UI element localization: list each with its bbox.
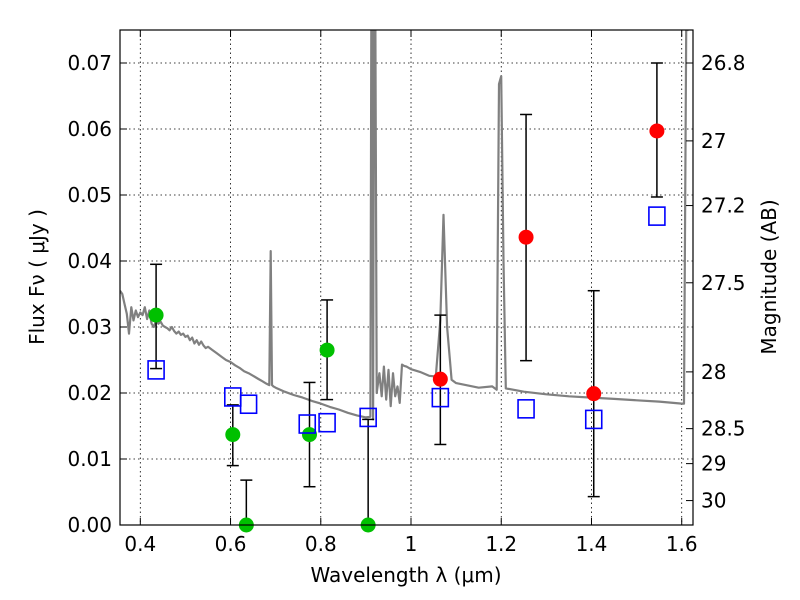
x-tick-label: 1.2: [485, 532, 517, 556]
y-tick-label: 0.07: [67, 51, 112, 75]
optical-flux-point: [225, 427, 241, 443]
model-flux-square: [584, 409, 603, 430]
x-tick-label: 0.4: [124, 532, 156, 556]
model-flux-square: [359, 407, 377, 428]
y-tick-label: 0.03: [67, 315, 112, 339]
y-tick-label: 0.06: [67, 117, 112, 141]
model-spectrum: [120, 30, 689, 421]
y2-tick-label: 29: [701, 452, 726, 476]
y-tick-label: 0.05: [67, 183, 112, 207]
y-tick-label: 0.02: [67, 381, 112, 405]
model-flux-square: [298, 414, 317, 434]
y2-tick-label: 26.8: [701, 51, 746, 75]
x-tick-label: 1: [405, 532, 418, 556]
y-tick-label: 0.04: [67, 249, 112, 273]
y2-tick-label: 27: [701, 129, 726, 153]
y2-tick-label: 27.2: [701, 194, 746, 218]
nir-flux-point: [649, 123, 665, 139]
model-flux-square: [431, 387, 450, 408]
model-flux-square: [517, 399, 535, 419]
y2-tick-label: 28.5: [701, 417, 746, 441]
model-flux-square: [147, 360, 165, 380]
y-tick-label: 0.00: [67, 513, 112, 537]
plot-frame: [119, 29, 694, 526]
y2-tick-label: 28: [701, 360, 726, 384]
y-axis: 0.00 0.01 0.02 0.03 0.04 0.05 0.06 0.07: [67, 51, 127, 537]
nir-flux-point: [586, 386, 602, 402]
x-tick-label: 1.4: [576, 532, 608, 556]
nir-flux-point: [432, 371, 448, 387]
plot-background: [120, 30, 693, 525]
x-axis: 0.4 0.6 0.8 1 1.2 1.4 1.6: [124, 30, 698, 556]
optical-flux-point: [148, 307, 164, 323]
x-tick-label: 0.8: [305, 532, 337, 556]
y2-tick-label: 27.5: [701, 271, 746, 295]
model-flux-square: [318, 412, 336, 433]
nir-flux-point: [518, 229, 534, 245]
y2-axis: 26.8 27 27.2 27.5 28 28.5 29 30: [686, 51, 746, 513]
optical-flux-point: [301, 427, 317, 443]
model-flux-square: [648, 206, 666, 226]
y2-tick-label: 30: [701, 489, 726, 513]
y2-axis-label: Magnitude (AB): [757, 199, 781, 354]
model-flux-square: [239, 394, 258, 415]
x-axis-label: Wavelength λ (μm): [310, 563, 501, 587]
y-tick-label: 0.01: [67, 447, 112, 471]
x-tick-label: 1.6: [666, 532, 698, 556]
model-spectrum-line: [120, 30, 689, 421]
y-axis-label: Flux Fν ( μJy ): [25, 209, 49, 345]
x-tick-label: 0.6: [215, 532, 247, 556]
optical-flux-point: [319, 342, 335, 358]
